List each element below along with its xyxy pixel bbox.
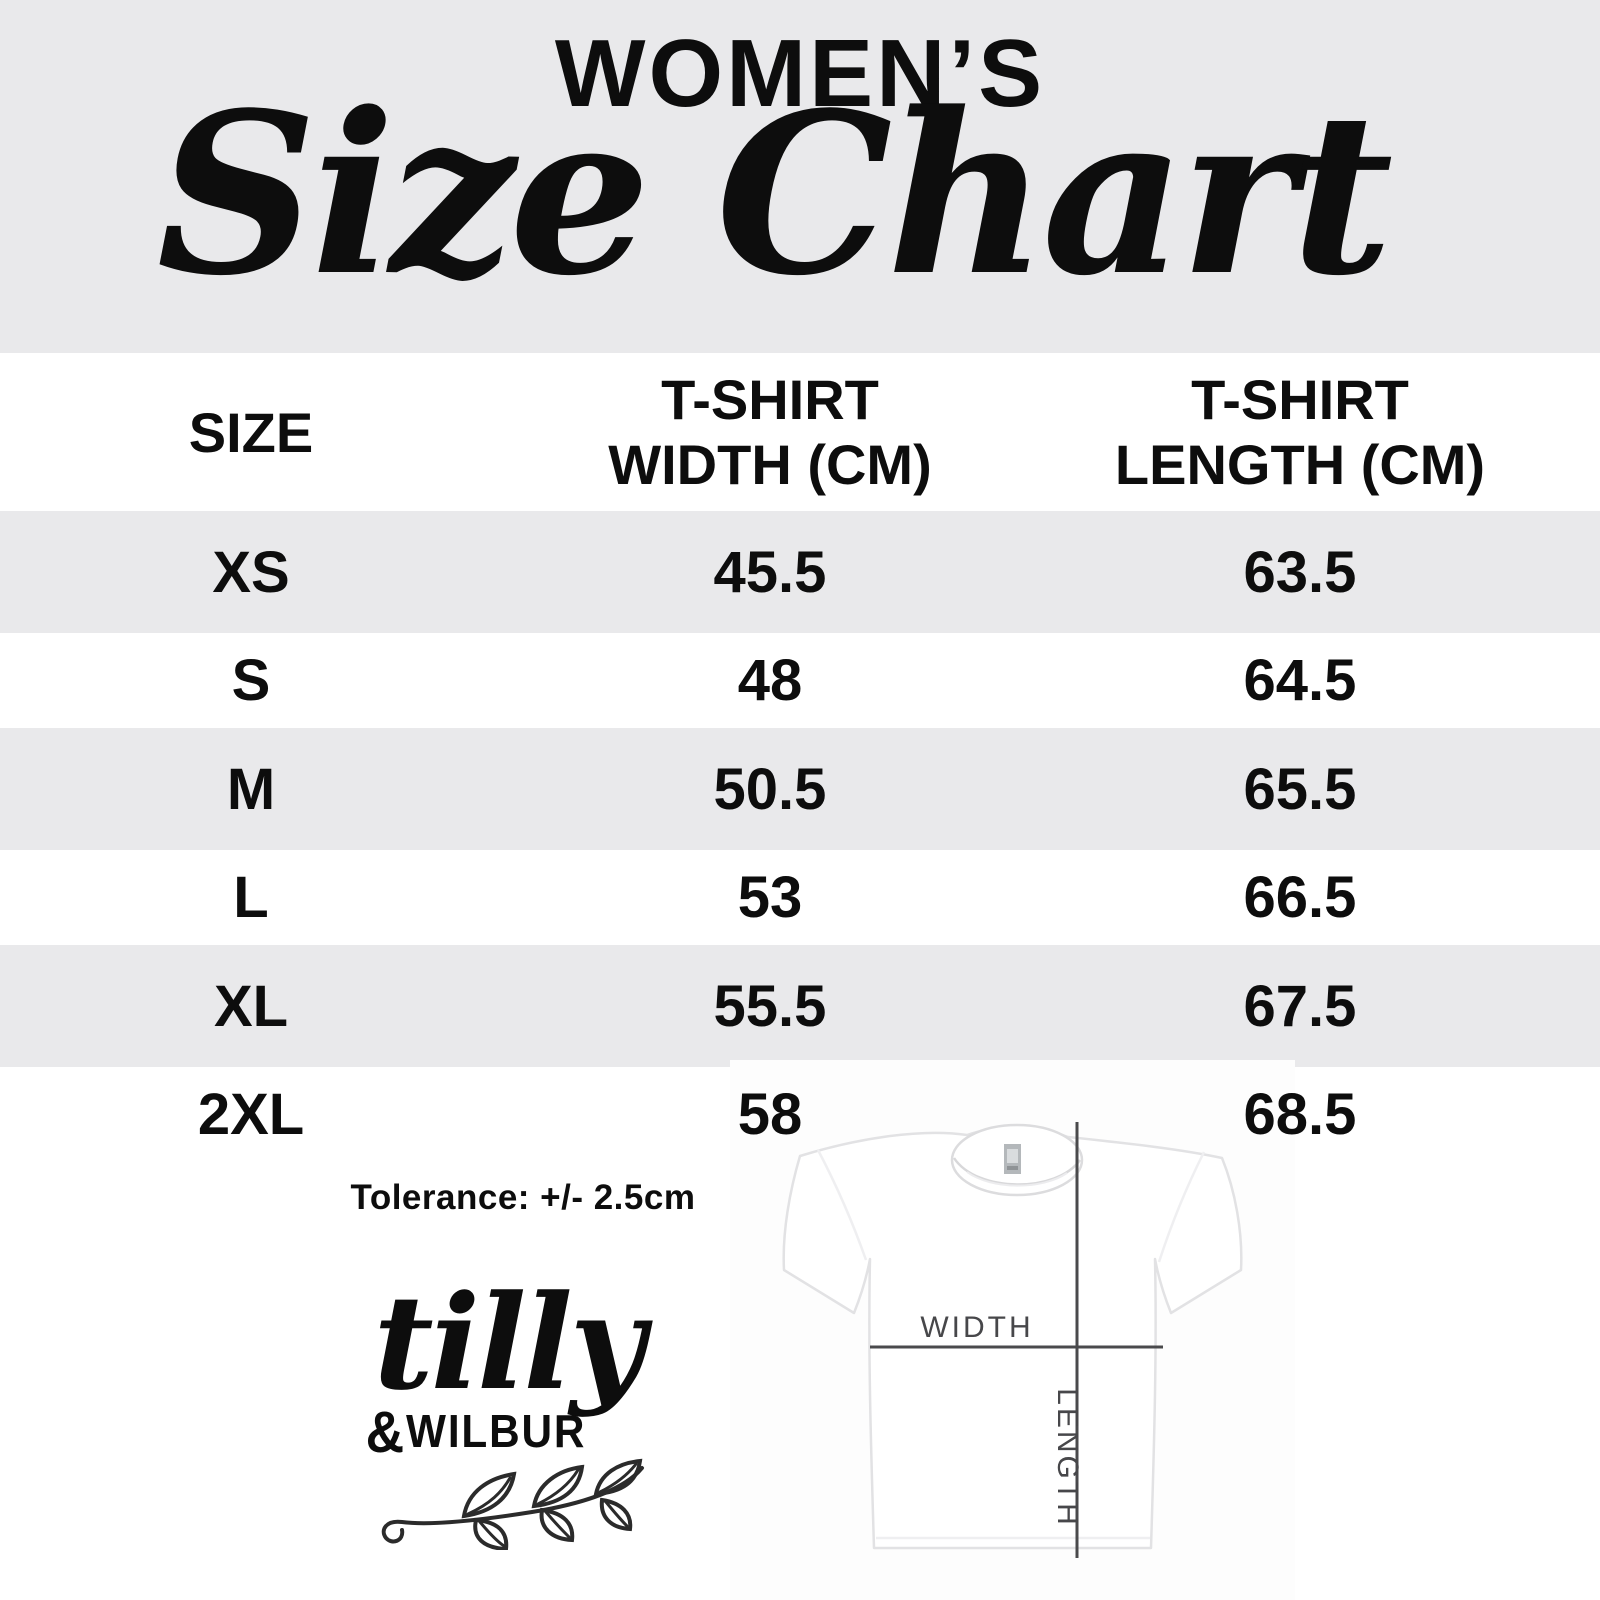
brand-logo-name: WILBUR <box>406 1405 587 1457</box>
size-cell: 2XL <box>197 1082 305 1147</box>
table-row: S 48 64.5 <box>0 633 1600 728</box>
size-cell: L <box>233 865 269 930</box>
width-cell: 55.5 <box>713 973 827 1039</box>
column-header-length-line1: T-SHIRT <box>1191 368 1409 431</box>
column-header-width-line2: WIDTH (CM) <box>608 433 932 496</box>
table-row: 2XL 58 68.5 <box>0 1067 1600 1162</box>
column-header-length: T-SHIRT LENGTH (CM) <box>1040 353 1560 511</box>
length-cell: 65.5 <box>1243 756 1357 822</box>
header-band: WOMEN’S Size Chart <box>0 0 1600 353</box>
brand-logo-script: tilly <box>373 1266 646 1419</box>
neck-tag-mark <box>1007 1166 1018 1170</box>
page-title: Size Chart <box>156 65 1394 325</box>
tolerance-note: Tolerance: +/- 2.5cm <box>350 1178 696 1217</box>
width-cell: 45.5 <box>713 539 827 605</box>
length-cell: 64.5 <box>1243 648 1357 713</box>
right-seam-line <box>1157 1151 1206 1263</box>
column-header-width: T-SHIRT WIDTH (CM) <box>505 353 1035 511</box>
left-seam-line <box>816 1149 868 1261</box>
collar-inner <box>952 1157 1082 1186</box>
table-header-row: SIZE T-SHIRT WIDTH (CM) T-SHIRT LENGTH (… <box>0 353 1600 511</box>
column-header-size: SIZE <box>188 400 314 464</box>
size-cell: XL <box>213 973 289 1039</box>
width-cell: 50.5 <box>713 756 827 822</box>
table-row: XL 55.5 67.5 <box>0 945 1600 1067</box>
page-title-eyebrow: WOMEN’S <box>554 20 1046 127</box>
collar-shadow <box>966 1171 1068 1187</box>
table-row: L 53 66.5 <box>0 850 1600 945</box>
length-cell: 68.5 <box>1243 1082 1357 1147</box>
width-label: WIDTH <box>920 1311 1033 1344</box>
width-cell: 58 <box>737 1082 803 1147</box>
branch-doodle-icon <box>381 1458 644 1550</box>
size-cell: S <box>231 648 271 713</box>
size-cell: M <box>226 756 276 822</box>
length-cell: 63.5 <box>1243 539 1357 605</box>
brand-logo-ampersand: & <box>365 1400 407 1465</box>
length-cell: 67.5 <box>1243 973 1357 1039</box>
length-cell: 66.5 <box>1243 865 1357 930</box>
size-cell: XS <box>212 539 290 605</box>
column-header-length-line2: LENGTH (CM) <box>1114 433 1486 496</box>
tshirt-measurement-diagram: WIDTH LENGTH <box>730 1060 1295 1600</box>
length-label: LENGTH <box>1051 1388 1084 1528</box>
width-cell: 53 <box>737 865 803 930</box>
table-row: XS 45.5 63.5 <box>0 511 1600 633</box>
table-row: M 50.5 65.5 <box>0 728 1600 850</box>
column-header-width-line1: T-SHIRT <box>661 368 879 431</box>
neck-tag-inner <box>1007 1149 1018 1163</box>
width-cell: 48 <box>737 648 803 713</box>
brand-logo-caps: &WILBUR <box>292 1404 660 1462</box>
